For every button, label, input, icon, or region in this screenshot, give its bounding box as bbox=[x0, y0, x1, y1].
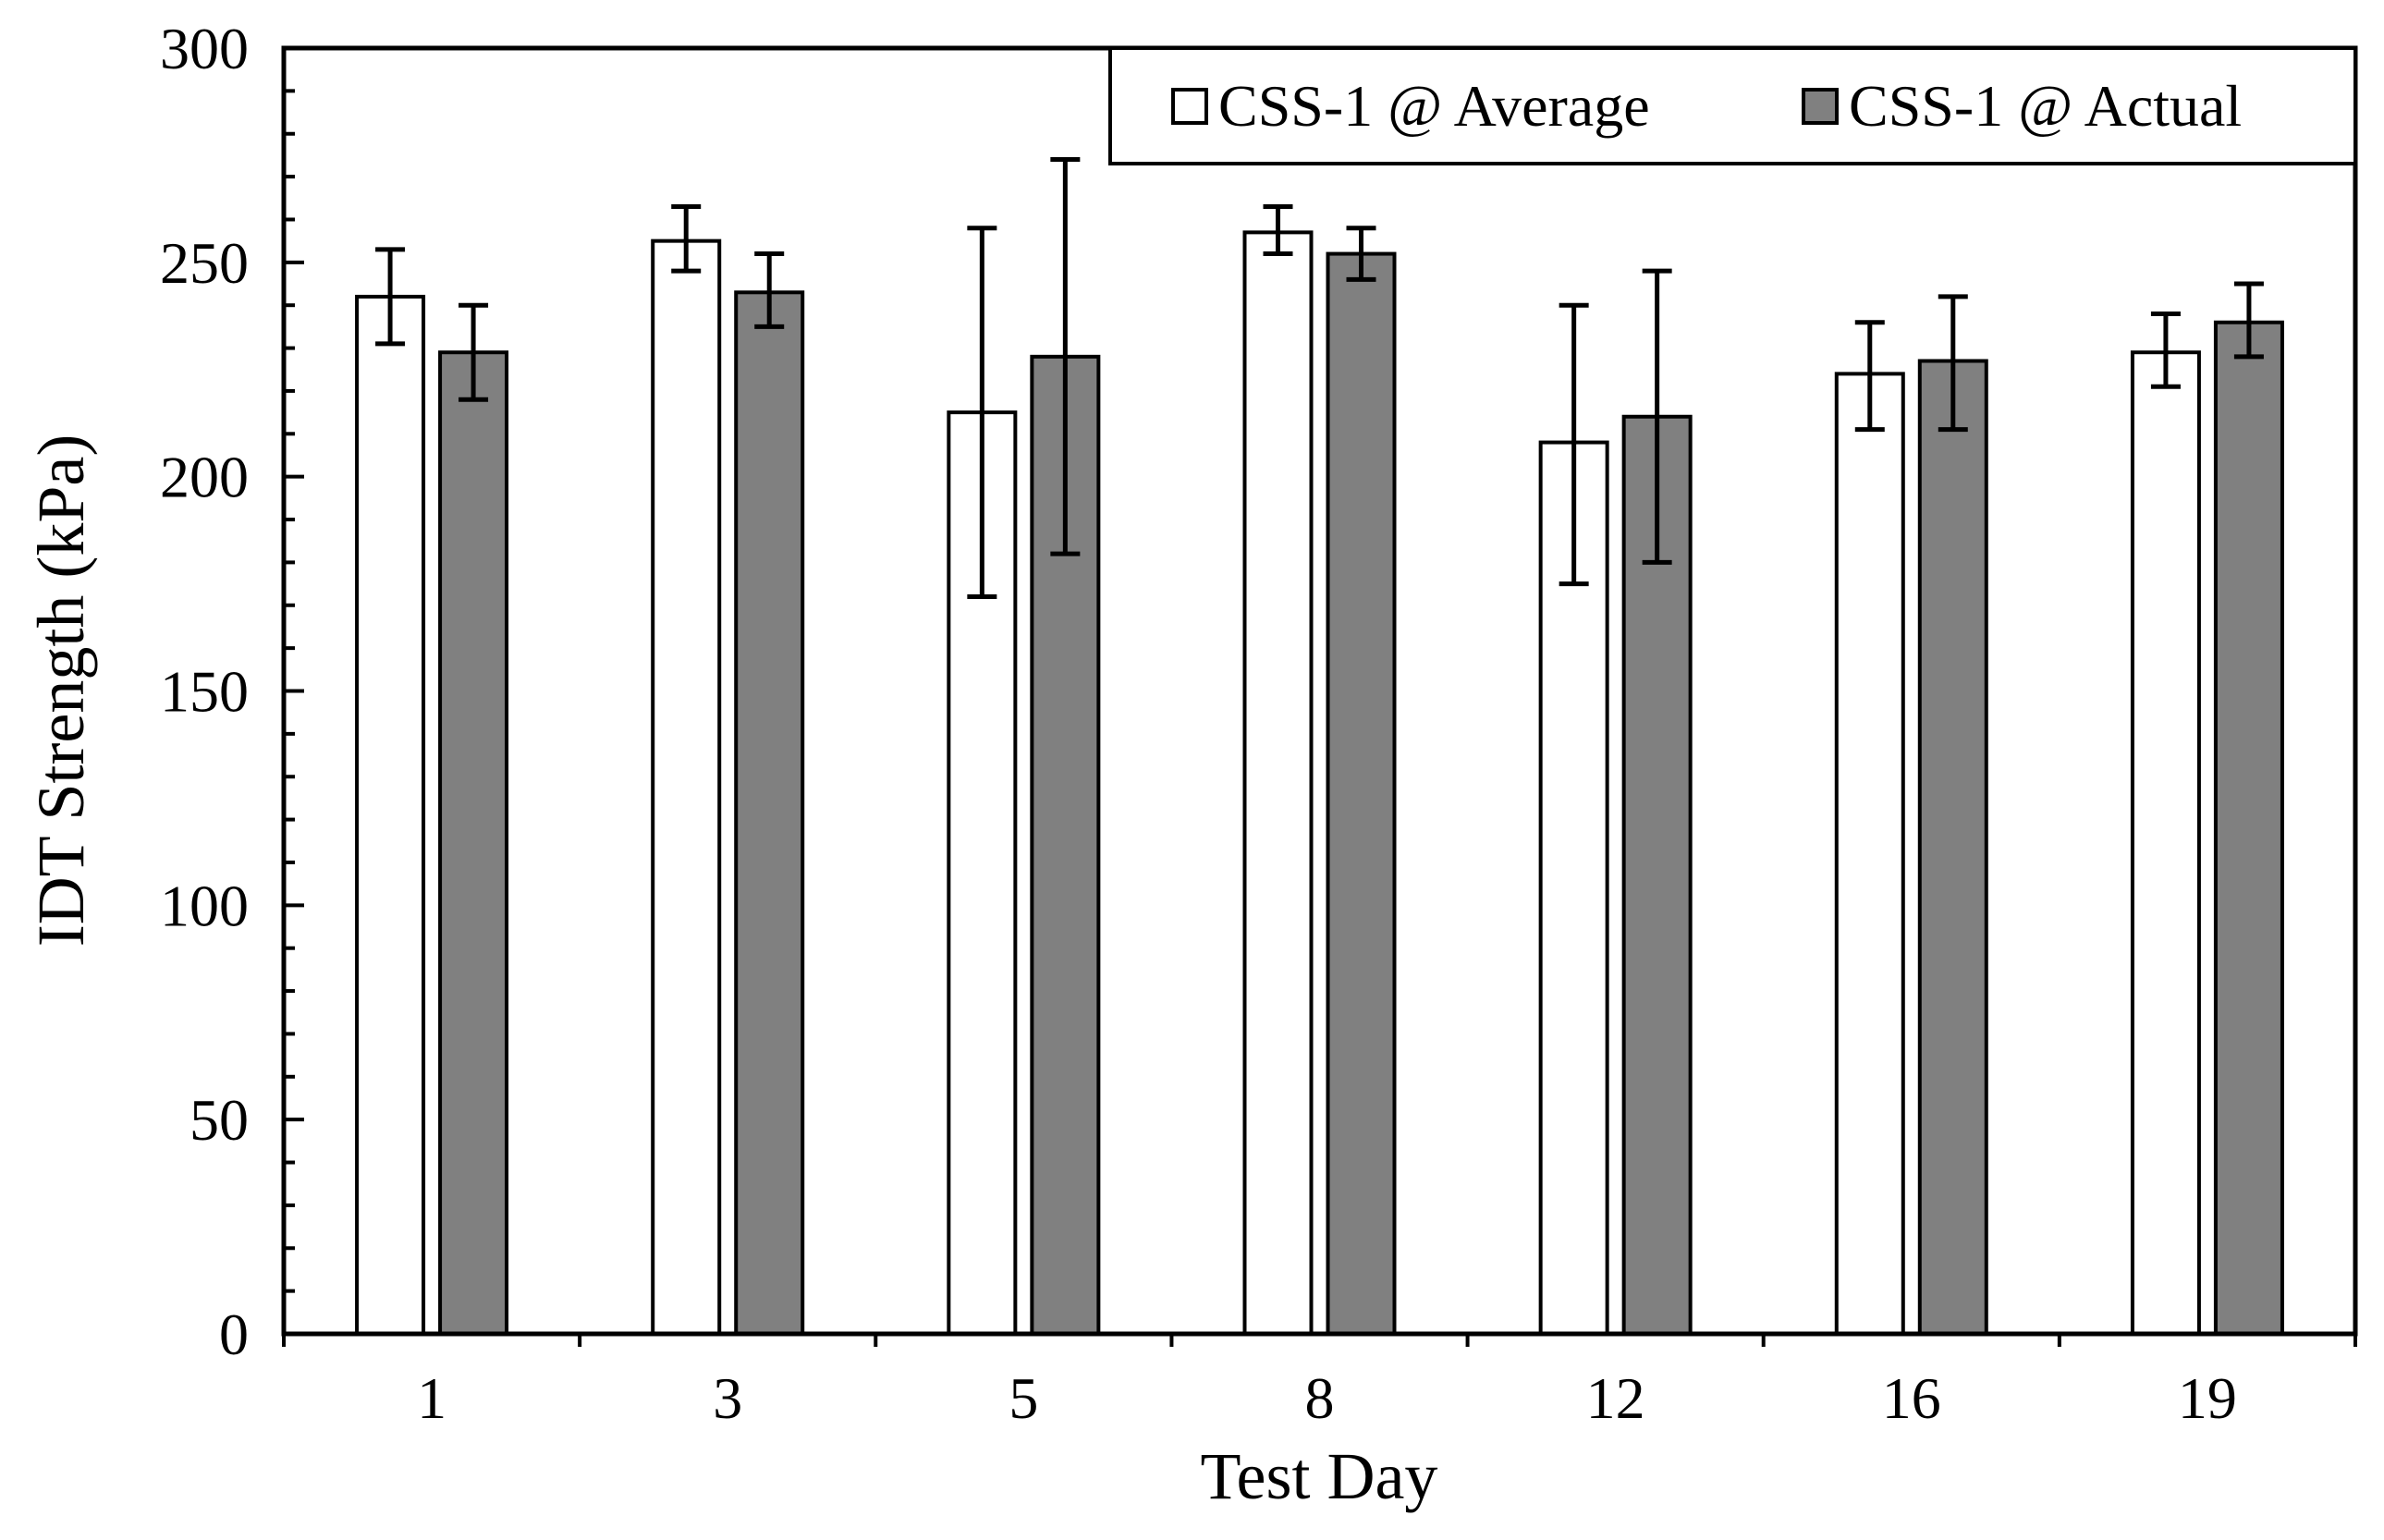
bar-average-day-12 bbox=[1538, 440, 1609, 1337]
legend-swatch-actual bbox=[1802, 88, 1839, 125]
x-tick-label: 1 bbox=[417, 1365, 446, 1431]
y-tick-label: 250 bbox=[160, 230, 249, 296]
y-tick-label: 200 bbox=[160, 445, 249, 510]
legend: CSS-1 @ Average CSS-1 @ Actual bbox=[1108, 46, 2357, 165]
bars-layer bbox=[355, 230, 2284, 1337]
legend-swatch-average bbox=[1171, 88, 1208, 125]
bar-actual-day-1 bbox=[438, 350, 509, 1336]
bar-average-day-16 bbox=[1834, 372, 1905, 1336]
y-tick-label: 300 bbox=[160, 16, 249, 81]
y-axis-title: IDT Strength (kPa) bbox=[24, 434, 98, 947]
x-tick-label: 8 bbox=[1305, 1365, 1335, 1431]
x-tick-label: 12 bbox=[1586, 1365, 1645, 1431]
bar-actual-day-3 bbox=[734, 290, 805, 1336]
bar-actual-day-19 bbox=[2213, 320, 2284, 1336]
bar-average-day-8 bbox=[1242, 230, 1314, 1336]
x-tick-label: 19 bbox=[2178, 1365, 2237, 1431]
x-axis-title: Test Day bbox=[1201, 1439, 1438, 1513]
x-tick-label: 16 bbox=[1882, 1365, 1941, 1431]
legend-label-actual: CSS-1 @ Actual bbox=[1849, 73, 2242, 139]
y-axis-ticks: 0 50 100 150 200 250 300 bbox=[160, 16, 304, 1367]
x-tick-label: 3 bbox=[713, 1365, 742, 1431]
x-tick-label: 5 bbox=[1009, 1365, 1038, 1431]
legend-label-average: CSS-1 @ Average bbox=[1218, 73, 1650, 139]
bar-actual-day-8 bbox=[1326, 251, 1397, 1336]
bar-actual-day-16 bbox=[1917, 359, 1988, 1336]
legend-box bbox=[1108, 46, 2357, 165]
x-axis-ticks: 1 3 5 8 12 16 19 bbox=[282, 1334, 2357, 1431]
bar-average-day-3 bbox=[651, 238, 722, 1336]
bar-average-day-1 bbox=[355, 294, 426, 1337]
y-tick-label: 0 bbox=[219, 1302, 249, 1367]
y-tick-label: 50 bbox=[189, 1087, 249, 1153]
error-bars-layer bbox=[375, 157, 2264, 599]
y-tick-label: 100 bbox=[160, 873, 249, 938]
bar-average-day-19 bbox=[2130, 350, 2201, 1336]
y-tick-label: 150 bbox=[160, 659, 249, 725]
